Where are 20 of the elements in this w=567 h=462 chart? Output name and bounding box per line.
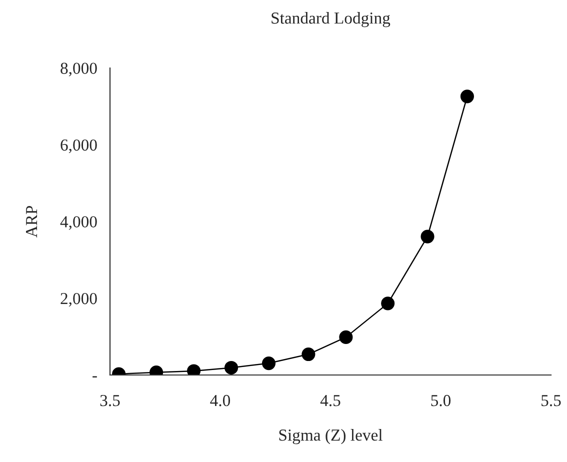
x-tick-label: 5.0 — [431, 394, 451, 406]
chart-title: Standard Lodging — [272, 12, 390, 28]
y-tick-label: - — [92, 376, 97, 378]
point — [420, 230, 434, 244]
y-tick-label: 2,000 — [60, 292, 97, 307]
x-tick-label: 4.5 — [320, 395, 340, 406]
y-tick-label: 6,000 — [60, 139, 97, 154]
point — [262, 356, 276, 370]
point — [339, 330, 353, 344]
point — [460, 90, 474, 104]
point — [224, 360, 238, 374]
y-tick-label: 8,000 — [60, 62, 97, 76]
point — [302, 348, 316, 362]
x-tick-label: 4.0 — [210, 394, 230, 406]
x-tick-label: 5.5 — [542, 395, 561, 406]
x-axis-title: Sigma (Z) level — [279, 429, 382, 444]
point — [381, 296, 395, 310]
x-tick-label: 3.5 — [100, 394, 120, 406]
y-tick-label: 4,000 — [60, 216, 97, 230]
y-axis-title: ARP — [26, 206, 38, 238]
